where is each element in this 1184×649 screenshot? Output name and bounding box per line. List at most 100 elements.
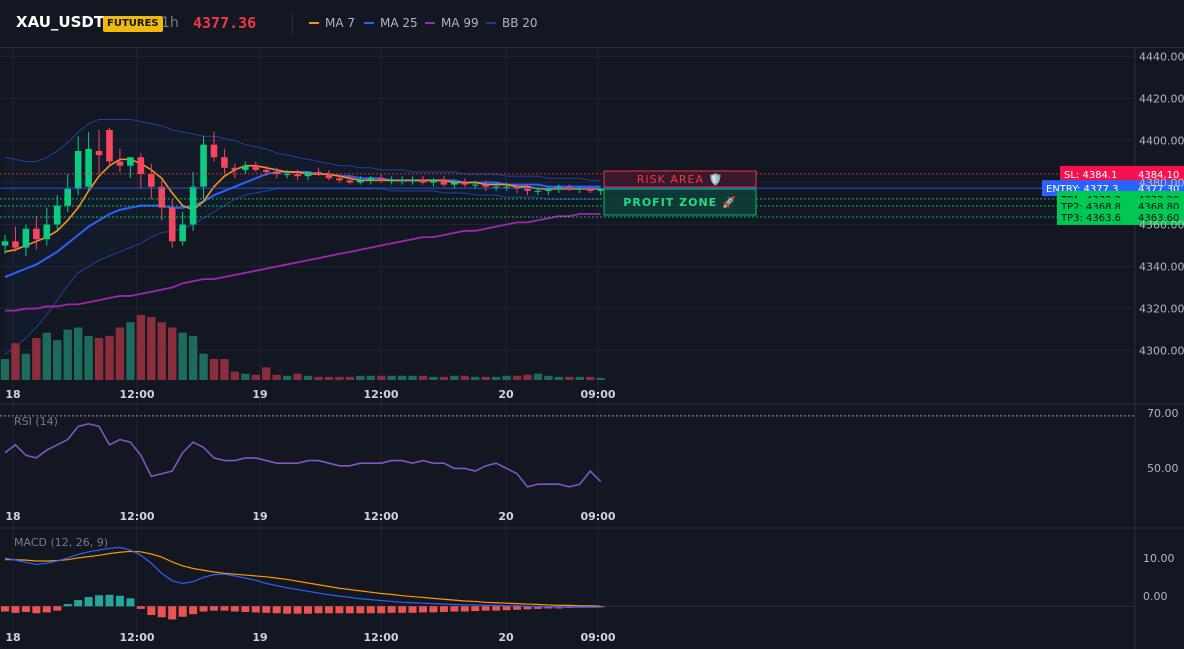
time-axis-label: 19 [252,510,267,523]
macd-histogram-bar [53,606,62,611]
candle-body [545,188,552,191]
candle-body [64,188,71,206]
volume-bar [178,332,187,380]
macd-histogram-bar [199,606,208,612]
volume-bar [136,314,146,380]
macd-histogram-bar [471,606,480,612]
volume-bar [408,375,417,380]
volume-bar [523,374,532,380]
candle-body [534,190,542,192]
candle-body [283,174,291,176]
macd-histogram-bar [241,606,250,612]
macd-histogram-bar [408,606,417,613]
sl-label: SL: 4384.1 [1064,170,1117,181]
macd-histogram-bar [450,606,459,612]
rsi-line [4,422,602,488]
candle-body [22,228,30,248]
volume-bar [356,375,365,380]
macd-histogram-bar [105,594,114,607]
time-axis-label: 20 [498,510,514,523]
volume-bar [314,376,323,380]
macd-histogram-bar [335,606,344,614]
volume-bar [241,373,250,380]
volume-bar [115,327,125,380]
candle-body [576,188,584,190]
time-axis-label: 19 [252,631,267,644]
profit-zone-box [603,188,757,216]
volume-bar [460,375,469,380]
volume-bar [377,375,386,380]
macd-histogram-bar [345,606,354,614]
macd-histogram-bar [21,606,30,612]
macd-histogram-bar [95,595,104,607]
time-axis-label: 12:00 [363,388,398,401]
time-axis-label: 12:00 [363,631,398,644]
timeframe-label[interactable]: 1h [161,15,179,31]
volume-bar [220,359,229,380]
macd-histogram-bar [230,606,239,612]
macd-histogram-bar [178,606,187,617]
macd-histogram-bar [210,606,218,611]
symbol-name[interactable]: XAU_USDT [16,13,105,31]
volume-bar [63,329,72,380]
candle-body [116,161,124,166]
candle-body [242,165,249,170]
candle-body [12,241,19,248]
volume-bar [596,377,605,380]
volume-bar [84,335,93,380]
bollinger-bands [4,118,601,356]
rsi-level-50: 50.00 [1147,462,1179,475]
volume-bar [282,375,292,380]
volume-bar [471,376,480,380]
macd-histogram-bar [74,600,83,607]
time-axes: 18 12:00 19 12:00 20 09:00 18 12:00 19 12:00 20 09:… [5,388,616,644]
grid-lines [0,48,1184,649]
volume-bars [0,314,605,380]
candle-body [85,148,92,187]
volume-bar [450,375,459,380]
candle-body [471,184,479,186]
price-axis-label: 4340.00 [1139,261,1184,274]
candle-body [33,228,40,240]
tp3-label-box [1057,208,1135,225]
volume-bar [188,335,198,380]
macd-histogram-bar [147,606,156,616]
price-axis-label: 4400.00 [1139,134,1184,147]
volume-bar [272,374,281,380]
macd-histogram-bar [293,606,302,614]
macd-histogram-bar [439,606,448,612]
time-axis-label: 09:00 [580,510,615,523]
volume-bar [32,338,41,380]
candle-body [482,184,489,187]
candle-body [179,224,186,242]
legend-bb20[interactable]: BB 20 [486,16,538,30]
candle-body [158,186,166,208]
macd-histogram-bar [157,606,166,618]
macd-histogram-bar [251,606,260,613]
price-axis[interactable]: 4440.00 4420.00 4400.00 4380.00 4360.00 4340.… [1139,50,1184,357]
macd-histogram-bar [356,606,365,614]
price-axis-label: 4320.00 [1139,303,1184,316]
macd-histogram-bar [32,606,41,614]
macd-histogram-bar [115,595,124,607]
profit-zone-label: PROFIT ZONE 🚀 [623,196,736,209]
volume-bar [0,359,10,380]
macd-histogram-bar [272,606,281,614]
sl-axis-label: 4384.10 [1138,170,1179,181]
macd-histogram-bar [314,606,323,614]
tp3-axis-box [1135,208,1184,225]
legend-ma99[interactable]: MA 99 [425,16,479,30]
candle-body [336,178,343,181]
price-axis-label: 4380.00 [1139,176,1184,189]
macd-signal-line [5,550,601,607]
volume-bar [345,376,355,380]
volume-bar [586,376,595,380]
legend-ma7[interactable]: MA 7 [309,16,355,30]
legend-ma25[interactable]: MA 25 [364,16,418,30]
volume-bar [575,376,584,380]
futures-badge: FUTURES [103,16,163,32]
price-axis-label: 4440.00 [1139,50,1184,63]
candle-body [1,241,9,246]
candle-body [43,224,51,240]
